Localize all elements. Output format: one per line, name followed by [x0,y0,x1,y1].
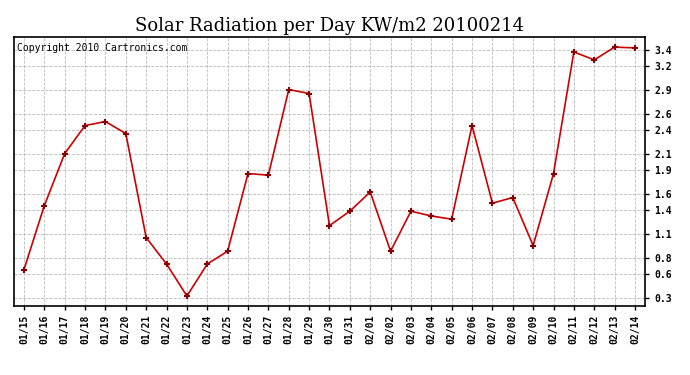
Text: Copyright 2010 Cartronics.com: Copyright 2010 Cartronics.com [17,43,187,53]
Title: Solar Radiation per Day KW/m2 20100214: Solar Radiation per Day KW/m2 20100214 [135,16,524,34]
